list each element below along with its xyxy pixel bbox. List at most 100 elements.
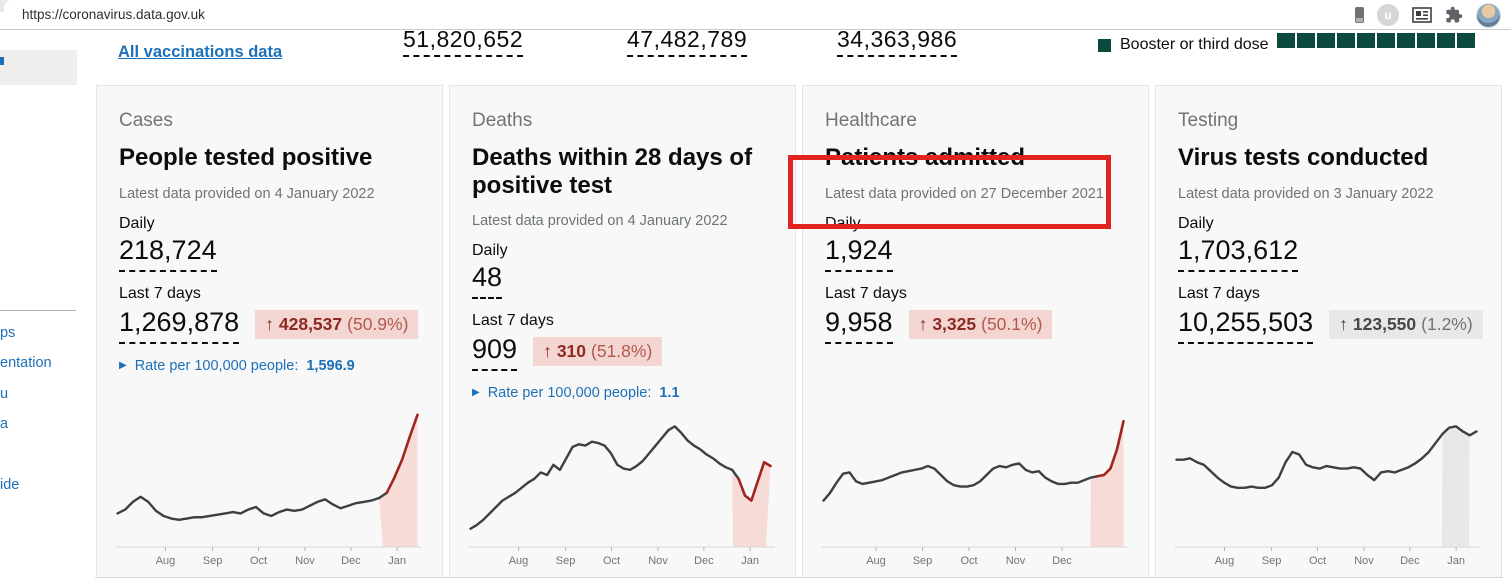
card-category: Deaths — [472, 110, 533, 131]
sidebar-placeholder-box — [0, 50, 77, 85]
svg-text:Aug: Aug — [866, 555, 886, 567]
rate-expander[interactable]: ▶ Rate per 100,000 people: 1,596.9 — [119, 358, 420, 374]
rate-value: 1,596.9 — [306, 357, 355, 374]
truncated-link-stub — [0, 57, 4, 65]
vaccination-stat-booster[interactable]: 34,363,986 — [837, 26, 958, 57]
daily-value[interactable]: 48 — [472, 262, 503, 300]
booster-legend: Booster or third dose — [1098, 36, 1269, 54]
page-header: All vaccinations data 51,820,652 47,482,… — [0, 26, 1511, 85]
testing-sparkline-chart: Aug Sep Oct Nov Dec Jan — [1168, 401, 1489, 573]
sidebar-link-truncated-u[interactable]: u — [0, 386, 9, 402]
rate-text: Rate per 100,000 people: — [487, 385, 652, 402]
card-title: People tested positive — [119, 144, 373, 171]
booster-progress-square — [1297, 33, 1315, 48]
svg-text:Aug: Aug — [509, 555, 529, 567]
change-arrow-icon: ↑ — [265, 313, 274, 334]
change-arrow-icon: ↑ — [543, 341, 552, 362]
card-title: Patients admitted — [825, 144, 1026, 171]
daily-label: Daily — [825, 214, 861, 232]
rate-value: 1.1 — [659, 385, 680, 402]
week-value[interactable]: 10,255,503 — [1178, 307, 1314, 344]
svg-text:Dec: Dec — [1400, 555, 1420, 567]
card-title: Virus tests conducted — [1178, 144, 1429, 171]
vaccination-stat-first-dose[interactable]: 51,820,652 — [403, 26, 524, 57]
left-sidebar: ps entation u a ide — [0, 85, 90, 586]
phone-icon[interactable] — [1355, 7, 1364, 23]
svg-text:Oct: Oct — [1309, 555, 1326, 567]
booster-progress-square — [1417, 33, 1435, 48]
week-label: Last 7 days — [119, 284, 201, 302]
booster-progress-square — [1357, 33, 1375, 48]
booster-progress-square — [1337, 33, 1355, 48]
svg-text:Oct: Oct — [960, 555, 977, 567]
booster-progress-square — [1437, 33, 1455, 48]
profile-avatar[interactable] — [1476, 2, 1501, 28]
change-badge: ↑ 310 (51.8%) — [533, 337, 663, 367]
svg-text:Sep: Sep — [556, 555, 576, 567]
booster-legend-label: Booster or third dose — [1120, 36, 1269, 53]
change-badge: ↑ 123,550 (1.2%) — [1329, 309, 1483, 339]
card-title: Deaths within 28 days of positive test — [472, 144, 753, 199]
svg-text:Oct: Oct — [603, 555, 620, 567]
card-healthcare: Healthcare Patients admitted Latest data… — [802, 85, 1149, 578]
extensions-puzzle-icon[interactable] — [1445, 6, 1463, 24]
daily-value[interactable]: 1,703,612 — [1178, 235, 1299, 272]
svg-text:Aug: Aug — [1215, 555, 1235, 567]
booster-legend-swatch — [1098, 38, 1111, 52]
change-value: 3,325 — [932, 313, 977, 334]
week-value[interactable]: 1,269,878 — [119, 307, 240, 344]
svg-text:Nov: Nov — [648, 555, 668, 567]
card-category: Healthcare — [825, 110, 917, 131]
cases-sparkline-chart: Aug Sep Oct Nov Dec Jan — [109, 401, 430, 573]
svg-text:Jan: Jan — [1447, 555, 1465, 567]
circle-u-icon[interactable]: u — [1377, 4, 1399, 26]
url-bar[interactable]: https://coronavirus.data.gov.uk — [4, 0, 1354, 29]
cards-baseline-divider — [95, 577, 1503, 578]
daily-value[interactable]: 218,724 — [119, 235, 217, 272]
booster-progress-square — [1277, 33, 1295, 48]
week-value[interactable]: 9,958 — [825, 307, 893, 344]
rate-expander[interactable]: ▶ Rate per 100,000 people: 1.1 — [472, 385, 773, 401]
change-badge: ↑ 428,537 (50.9%) — [255, 309, 419, 339]
week-label: Last 7 days — [825, 284, 907, 302]
sidebar-link-truncated-ide[interactable]: ide — [0, 477, 20, 493]
browser-toolbar: https://coronavirus.data.gov.uk u — [0, 0, 1511, 30]
svg-text:Sep: Sep — [203, 555, 223, 567]
expander-triangle-icon: ▶ — [472, 387, 480, 399]
week-label: Last 7 days — [472, 312, 554, 330]
vaccination-stat-second-dose[interactable]: 47,482,789 — [627, 26, 748, 57]
change-value: 428,537 — [278, 313, 343, 334]
expander-triangle-icon: ▶ — [119, 359, 127, 371]
card-category: Testing — [1178, 110, 1239, 131]
sidebar-divider — [0, 310, 76, 311]
reader-mode-icon[interactable] — [1412, 7, 1432, 23]
change-percent: (50.1%) — [981, 313, 1043, 334]
card-meta: Latest data provided on 3 January 2022 — [1178, 185, 1434, 202]
card-cases: Cases People tested positive Latest data… — [96, 85, 443, 578]
card-meta: Latest data provided on 4 January 2022 — [472, 213, 728, 230]
change-percent: (51.8%) — [591, 341, 653, 362]
rate-text: Rate per 100,000 people: — [134, 357, 299, 374]
daily-label: Daily — [472, 242, 508, 260]
sidebar-link-truncated-a[interactable]: a — [0, 416, 9, 432]
week-label: Last 7 days — [1178, 284, 1260, 302]
svg-text:Dec: Dec — [694, 555, 714, 567]
card-deaths: Deaths Deaths within 28 days of positive… — [449, 85, 796, 578]
url-text[interactable]: https://coronavirus.data.gov.uk — [22, 7, 205, 22]
booster-progress-square — [1317, 33, 1335, 48]
booster-progress-square — [1397, 33, 1415, 48]
all-vaccinations-data-link[interactable]: All vaccinations data — [118, 43, 283, 61]
change-badge: ↑ 3,325 (50.1%) — [908, 309, 1053, 339]
week-value[interactable]: 909 — [472, 334, 518, 372]
sidebar-link-truncated-entation[interactable]: entation — [0, 355, 52, 371]
svg-text:Sep: Sep — [1262, 555, 1282, 567]
change-value: 310 — [556, 341, 587, 362]
card-meta: Latest data provided on 4 January 2022 — [119, 185, 375, 202]
sidebar-link-truncated-ps[interactable]: ps — [0, 325, 16, 341]
change-percent: (50.9%) — [347, 313, 409, 334]
svg-text:Nov: Nov — [1354, 555, 1374, 567]
svg-text:Nov: Nov — [295, 555, 315, 567]
daily-value[interactable]: 1,924 — [825, 235, 893, 272]
svg-text:Dec: Dec — [1052, 555, 1072, 567]
svg-text:Dec: Dec — [341, 555, 361, 567]
